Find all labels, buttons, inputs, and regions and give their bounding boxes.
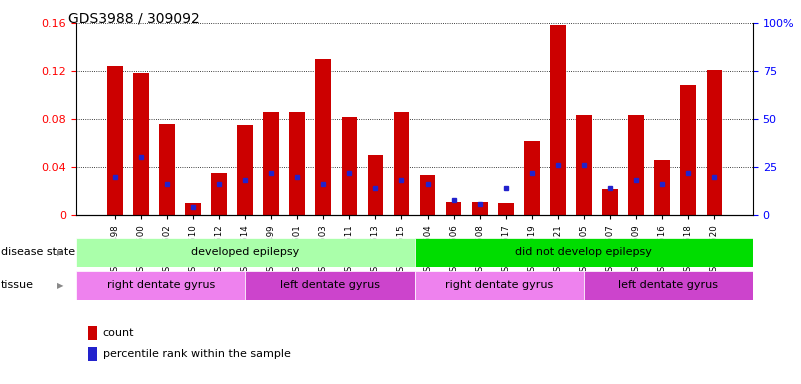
Bar	[245, 271, 415, 300]
Text: percentile rank within the sample: percentile rank within the sample	[103, 349, 291, 359]
Text: ▶: ▶	[57, 248, 63, 257]
Bar	[706, 70, 723, 215]
Bar	[88, 326, 97, 340]
Text: right dentate gyrus: right dentate gyrus	[107, 280, 215, 290]
Bar	[76, 271, 245, 300]
Bar	[368, 155, 383, 215]
Text: GDS3988 / 309092: GDS3988 / 309092	[68, 12, 199, 25]
Bar	[289, 112, 305, 215]
Text: ▶: ▶	[57, 281, 63, 290]
Bar	[88, 348, 97, 361]
Text: left dentate gyrus: left dentate gyrus	[618, 280, 718, 290]
Text: left dentate gyrus: left dentate gyrus	[280, 280, 380, 290]
Bar	[185, 203, 201, 215]
Bar	[498, 203, 513, 215]
Bar	[211, 173, 227, 215]
Text: tissue: tissue	[1, 280, 34, 290]
Bar	[237, 125, 253, 215]
Bar	[628, 116, 644, 215]
Bar	[681, 86, 696, 215]
Text: right dentate gyrus: right dentate gyrus	[445, 280, 553, 290]
Bar	[472, 202, 488, 215]
Bar	[415, 238, 753, 267]
Bar	[133, 73, 148, 215]
Text: did not develop epilepsy: did not develop epilepsy	[515, 247, 652, 258]
Bar	[76, 238, 415, 267]
Text: count: count	[103, 328, 134, 338]
Bar	[446, 202, 461, 215]
Text: developed epilepsy: developed epilepsy	[191, 247, 300, 258]
Bar	[576, 116, 592, 215]
Bar	[393, 112, 409, 215]
Bar	[316, 59, 331, 215]
Bar	[550, 25, 566, 215]
Bar	[415, 271, 584, 300]
Bar	[159, 124, 175, 215]
Bar	[584, 271, 753, 300]
Bar	[341, 117, 357, 215]
Bar	[107, 66, 123, 215]
Text: disease state: disease state	[1, 247, 75, 258]
Bar	[654, 160, 670, 215]
Bar	[602, 189, 618, 215]
Bar	[264, 112, 279, 215]
Bar	[524, 141, 540, 215]
Bar	[420, 175, 436, 215]
